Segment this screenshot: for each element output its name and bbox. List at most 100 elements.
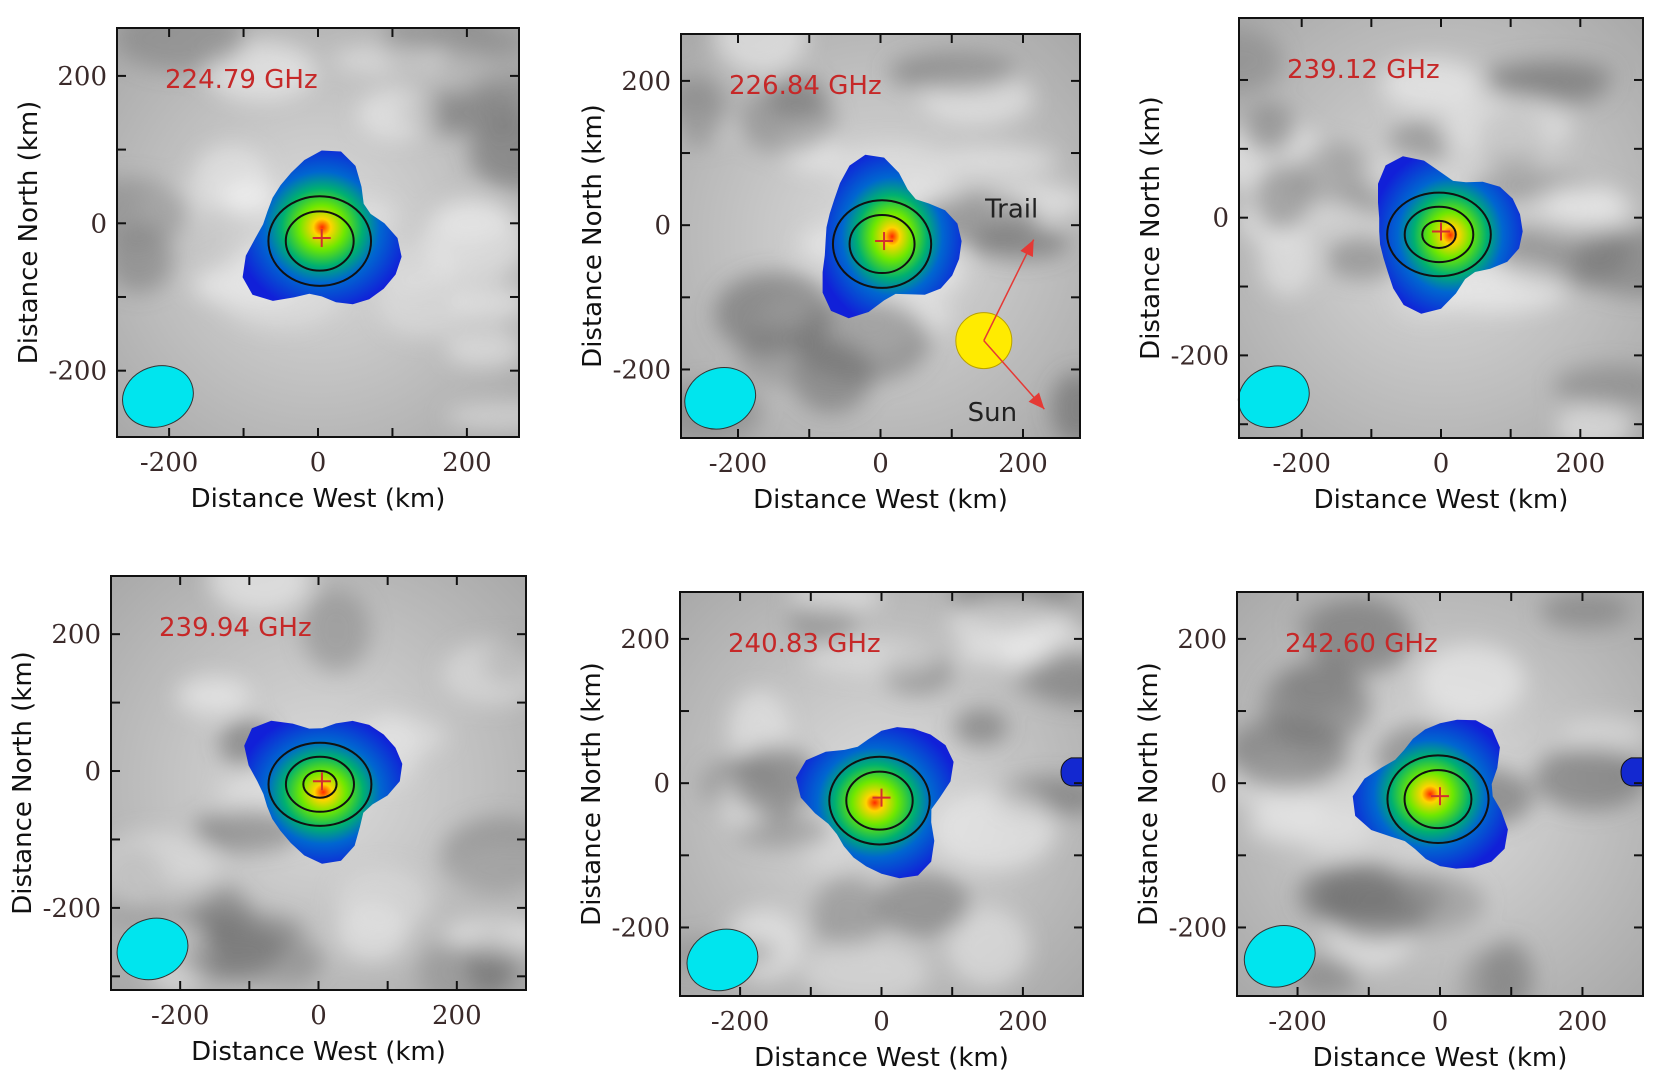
y-tick-label: -200 [43, 894, 101, 924]
noise-blob [970, 227, 1070, 260]
y-tick-label: -200 [1169, 913, 1227, 943]
noise-blob [422, 201, 519, 282]
noise-blob [1330, 890, 1425, 943]
noise-blob [887, 52, 1017, 92]
x-tick-label: 200 [442, 448, 492, 478]
sun-arrowhead [1028, 392, 1045, 410]
x-tick-label: 200 [1558, 1007, 1608, 1037]
noise-blob [117, 177, 190, 247]
noise-blob [790, 592, 884, 611]
noise-blob [812, 876, 886, 952]
beam-ellipse [1243, 925, 1316, 988]
y-axis-title: Distance North (km) [14, 101, 44, 365]
x-tick-label: -200 [1268, 1007, 1326, 1037]
x-axis-title: Distance West (km) [753, 485, 1008, 515]
noise-blob [302, 589, 371, 672]
noise-blob [117, 28, 247, 72]
noise-blob [208, 576, 312, 614]
noise-blob [801, 941, 929, 996]
beam-ellipse [686, 928, 759, 992]
x-tick-label: 0 [872, 449, 889, 479]
y-tick-label: -200 [49, 357, 107, 387]
map-noise [1237, 592, 1643, 996]
noise-blob [1294, 142, 1374, 205]
noise-blob [1533, 746, 1643, 811]
noise-blob [947, 598, 1072, 650]
panel-5: -200 0 200 -200 0 200 Distance West (km) Distan… [577, 591, 1084, 1073]
noise-blob [1574, 227, 1643, 297]
noise-blob [468, 119, 519, 188]
y-tick-label: 0 [84, 757, 101, 787]
noise-blob [1440, 95, 1574, 157]
panel-1: -200 0 200 -200 0 200 Distance West (km) Distan… [14, 27, 520, 514]
frequency-label: 239.94 GHz [159, 613, 312, 643]
y-axis-title: Distance North (km) [577, 662, 607, 926]
contour-line [1421, 219, 1457, 249]
y-axis-title: Distance North (km) [1134, 662, 1164, 926]
frequency-label: 226.84 GHz [729, 71, 882, 101]
noise-blob [334, 866, 432, 936]
sun-label: Sun [968, 398, 1017, 428]
noise-blob [732, 744, 816, 816]
x-axis-title: Distance West (km) [1313, 1043, 1568, 1073]
noise-blob [1560, 717, 1643, 751]
noise-blob [444, 400, 519, 432]
noise-blob [1245, 803, 1368, 846]
noise-blob [876, 872, 971, 937]
contour-line [1403, 205, 1475, 264]
noise-blob [1388, 120, 1450, 166]
y-tick-label: 200 [1177, 625, 1227, 655]
y-tick-label: 0 [654, 211, 671, 241]
y-tick-label: -200 [1171, 341, 1229, 371]
y-tick-label: 200 [51, 620, 101, 650]
x-tick-label: 200 [432, 1001, 482, 1031]
x-tick-label: -200 [140, 448, 198, 478]
noise-blob [1011, 659, 1083, 700]
contour-line [831, 199, 933, 289]
noise-blob [1539, 592, 1630, 630]
noise-blob [444, 329, 519, 369]
x-tick-label: -200 [711, 1007, 769, 1037]
contour-line [845, 770, 914, 831]
noise-blob [220, 181, 279, 217]
noise-blob [441, 817, 526, 897]
x-axis-title: Distance West (km) [1314, 485, 1569, 515]
secondary-emission [1620, 757, 1644, 787]
noise-blob [942, 146, 1059, 176]
y-tick-label: 0 [1212, 204, 1229, 234]
noise-blob [1553, 364, 1643, 407]
y-axis-title: Distance North (km) [1136, 96, 1166, 360]
noise-blob [443, 917, 526, 952]
x-axis-title: Distance West (km) [754, 1043, 1009, 1073]
noise-blob [331, 44, 445, 76]
contour-line [848, 214, 916, 275]
x-tick-label: 200 [1555, 449, 1605, 479]
contour-line [267, 195, 373, 287]
x-axis-title: Distance West (km) [191, 484, 446, 514]
x-tick-label: 0 [310, 448, 327, 478]
contour-line [1386, 754, 1490, 845]
x-tick-label: -200 [709, 449, 767, 479]
noise-blob [1294, 599, 1395, 653]
x-tick-label: 0 [1433, 449, 1450, 479]
noise-blob [1543, 185, 1626, 226]
noise-blob [427, 28, 490, 53]
x-tick-label: -200 [1272, 449, 1330, 479]
noise-blob [441, 640, 526, 707]
contour-line [267, 741, 373, 827]
noise-blob [1380, 58, 1482, 112]
map-noise [1239, 29, 1643, 438]
source-emission [1378, 156, 1523, 314]
trail-arrowhead [1020, 239, 1034, 258]
noise-blob [738, 87, 837, 155]
y-tick-label: 0 [653, 769, 670, 799]
x-tick-label: -200 [151, 1001, 209, 1031]
noise-blob [377, 269, 473, 338]
frequency-label: 224.79 GHz [165, 65, 318, 95]
y-axis-title: Distance North (km) [578, 104, 608, 368]
noise-blob [933, 789, 1056, 871]
panel-3: -200 0 200 -200 0 Distance West (km) Distance … [1136, 17, 1644, 515]
x-tick-label: 0 [873, 1007, 890, 1037]
secondary-emission [1060, 757, 1084, 787]
